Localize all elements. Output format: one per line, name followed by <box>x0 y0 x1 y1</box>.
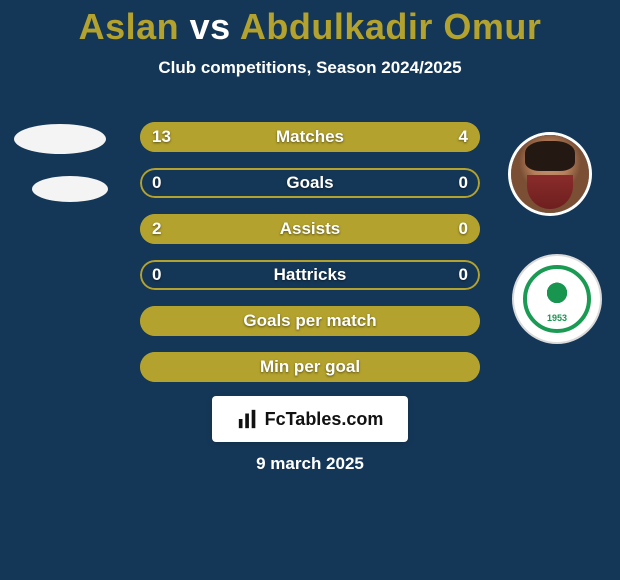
bar-label: Goals per match <box>243 311 376 331</box>
bar-row: Goals per match <box>140 306 480 336</box>
bar-value-left: 0 <box>152 265 161 285</box>
bar-row: 2 0 Assists <box>140 214 480 244</box>
fctables-badge: FcTables.com <box>212 396 408 442</box>
bar-value-right: 0 <box>459 173 468 193</box>
bar-value-right: 4 <box>459 127 468 147</box>
bar-fill-left <box>140 122 398 152</box>
bar-label: Assists <box>280 219 340 239</box>
leaf-logo-icon <box>523 265 591 333</box>
bar-value-right: 0 <box>459 219 468 239</box>
title-right: Abdulkadir Omur <box>240 6 542 47</box>
player-right-avatar <box>508 132 592 216</box>
player-left-avatar-placeholder <box>14 124 106 154</box>
comparison-chart: 13 4 Matches 0 0 Goals 2 0 Assists 0 0 Hattricks Goa… <box>140 122 480 398</box>
bar-row: 0 0 Hattricks <box>140 260 480 290</box>
subtitle: Club competitions, Season 2024/2025 <box>0 58 620 78</box>
club-left-logo-placeholder <box>32 176 108 202</box>
bar-row: 0 0 Goals <box>140 168 480 198</box>
player-face-icon <box>511 135 589 213</box>
date-text: 9 march 2025 <box>0 454 620 474</box>
bar-label: Hattricks <box>274 265 347 285</box>
bar-value-left: 0 <box>152 173 161 193</box>
badge-text: FcTables.com <box>265 409 384 430</box>
club-right-logo <box>512 254 602 344</box>
bar-value-left: 2 <box>152 219 161 239</box>
bar-label: Matches <box>276 127 344 147</box>
title-vs: vs <box>179 6 240 47</box>
bar-label: Min per goal <box>260 357 360 377</box>
bar-label: Goals <box>286 173 333 193</box>
bar-value-right: 0 <box>459 265 468 285</box>
bar-row: 13 4 Matches <box>140 122 480 152</box>
title-left: Aslan <box>79 6 180 47</box>
bar-chart-icon <box>237 408 259 430</box>
bar-value-left: 13 <box>152 127 171 147</box>
page-title: Aslan vs Abdulkadir Omur <box>0 0 620 48</box>
bar-row: Min per goal <box>140 352 480 382</box>
